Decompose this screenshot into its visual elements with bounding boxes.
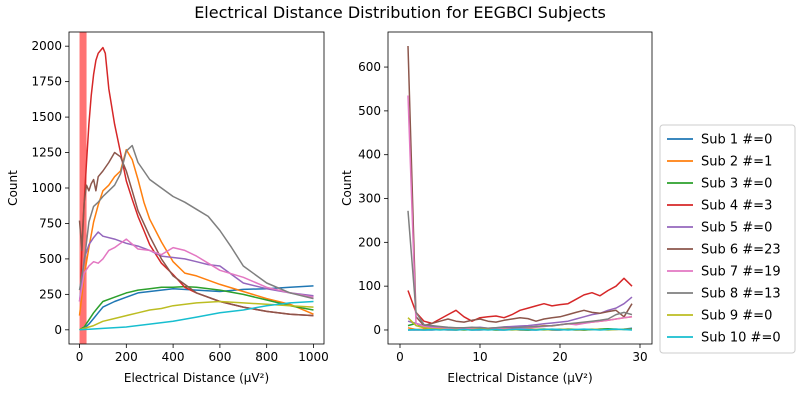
y-tick-label: 100 [358, 279, 381, 293]
y-tick-label: 300 [358, 192, 381, 206]
series-line-8 [407, 210, 633, 329]
legend-entry: Sub 4 #=3 [701, 199, 772, 214]
series-line-9 [79, 300, 314, 331]
y-tick-label: 0 [373, 323, 381, 337]
y-tick-label: 1500 [31, 110, 62, 124]
y-tick-label: 1750 [31, 75, 62, 89]
series-line-10 [407, 328, 633, 331]
legend-entry: Sub 3 #=0 [701, 177, 772, 192]
series-line-7 [407, 95, 633, 330]
y-tick-label: 200 [358, 235, 381, 249]
left-chart-panel: 0 200 400 600 800 1000 0 250 500 750 1000 1250 1500 1… [6, 31, 329, 385]
legend-entry: Sub 2 #=1 [701, 155, 772, 170]
x-axis-label: Electrical Distance (μV²) [124, 371, 269, 385]
legend-entry: Sub 10 #=0 [701, 331, 781, 346]
y-tick-label: 500 [358, 104, 381, 118]
legend: Sub 1 #=0 Sub 2 #=1 Sub 3 #=0 Sub 4 #=3 Sub … [659, 124, 796, 354]
series-line-6 [407, 45, 633, 327]
axes-frame [387, 31, 653, 345]
series-line-3 [79, 285, 314, 331]
legend-entry: Sub 5 #=0 [701, 221, 772, 236]
legend-entry: Sub 7 #=19 [701, 265, 781, 280]
y-tick-label: 1250 [31, 146, 62, 160]
y-tick-label: 2000 [31, 39, 62, 53]
series-line-8 [78, 144, 314, 300]
y-axis-label: Count [340, 170, 354, 206]
legend-entry: Sub 9 #=0 [701, 309, 772, 324]
y-axis-label: Count [6, 170, 20, 206]
y-tick-label: 750 [39, 216, 62, 230]
series-line-5 [78, 231, 314, 302]
x-tick-label: 10 [472, 350, 487, 364]
x-tick-label: 0 [396, 350, 404, 364]
y-tick-label: 500 [39, 252, 62, 266]
x-tick-label: 0 [76, 350, 84, 364]
x-tick-label: 600 [208, 350, 231, 364]
x-tick-label: 800 [255, 350, 278, 364]
y-tick-label: 0 [54, 323, 62, 337]
x-tick-label: 20 [552, 350, 567, 364]
x-tick-label: 400 [162, 350, 185, 364]
x-tick-label: 200 [115, 350, 138, 364]
x-tick-label: 30 [632, 350, 647, 364]
x-tick-label: 1000 [298, 350, 329, 364]
y-tick-label: 400 [358, 148, 381, 162]
legend-box [659, 124, 796, 354]
legend-entry: Sub 1 #=0 [701, 133, 772, 148]
legend-entry: Sub 6 #=23 [701, 243, 781, 258]
x-axis-label: Electrical Distance (μV²) [447, 371, 592, 385]
legend-entry: Sub 8 #=13 [701, 287, 781, 302]
y-tick-label: 600 [358, 60, 381, 74]
y-tick-label: 1000 [31, 181, 62, 195]
highlight-span [79, 32, 87, 344]
series-line-1 [79, 285, 314, 331]
y-tick-label: 250 [39, 287, 62, 301]
figure-title: Electrical Distance Distribution for EEG… [194, 3, 606, 22]
series-line-2 [78, 148, 314, 316]
series-line-4 [407, 277, 633, 325]
series-line-7 [78, 238, 314, 302]
series-line-10 [79, 300, 314, 331]
